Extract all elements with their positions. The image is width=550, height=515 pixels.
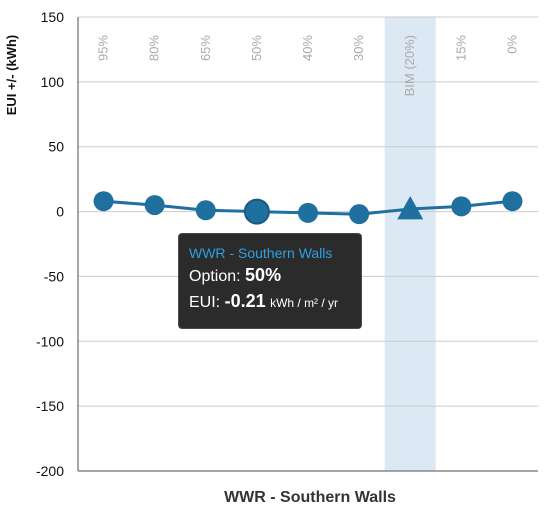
y-tick-label: -150 [36, 398, 64, 414]
data-point-triangle[interactable] [397, 195, 424, 220]
tooltip-eui-label: EUI: [189, 294, 221, 311]
category-label: BIM (20%) [402, 35, 417, 96]
data-point[interactable] [195, 200, 216, 221]
category-label: 95% [96, 35, 111, 61]
data-point[interactable] [502, 191, 523, 212]
data-point[interactable] [451, 196, 472, 217]
category-label: 80% [147, 35, 162, 61]
y-tick-label: -100 [36, 333, 64, 349]
y-axis-ticks: 150 100 50 0 -50 -100 -150 -200 [36, 9, 64, 479]
y-tick-label: -50 [44, 268, 64, 284]
category-label: 0% [504, 35, 519, 54]
tooltip-option-label: Option: [189, 268, 241, 285]
series-markers [93, 191, 523, 225]
category-label: 15% [453, 35, 468, 61]
tooltip-eui-row: EUI: -0.21 kWh / m² / yr [189, 290, 351, 314]
data-point[interactable] [93, 191, 114, 212]
x-axis-title: WWR - Southern Walls [224, 489, 396, 506]
category-label: 30% [351, 35, 366, 61]
y-tick-label: 100 [41, 74, 65, 90]
data-point[interactable] [349, 204, 370, 225]
data-point[interactable] [298, 202, 318, 223]
bim-highlight-band [384, 17, 436, 471]
data-point-selected[interactable] [243, 198, 270, 225]
y-axis-title: EUI +/- (kWh) [4, 35, 19, 116]
y-tick-label: -200 [36, 463, 64, 479]
y-tick-label: 0 [56, 204, 64, 220]
y-tick-label: 150 [41, 9, 65, 25]
tooltip-eui-value: -0.21 [224, 291, 266, 311]
tooltip-eui-unit: kWh / m² / yr [270, 296, 339, 310]
category-label: 50% [249, 35, 264, 61]
category-labels: 95% 80% 65% 50% 40% 30% BIM (20%) 15% 0% [96, 35, 520, 97]
data-tooltip: WWR - Southern Walls Option: 50% EUI: -0… [178, 233, 362, 329]
category-label: 65% [198, 35, 213, 61]
tooltip-option-row: Option: 50% [189, 264, 351, 288]
category-label: 40% [300, 35, 315, 61]
tooltip-option-value: 50% [245, 265, 282, 285]
tooltip-title: WWR - Southern Walls [189, 245, 333, 261]
y-tick-label: 50 [48, 139, 64, 155]
data-point[interactable] [144, 195, 165, 216]
